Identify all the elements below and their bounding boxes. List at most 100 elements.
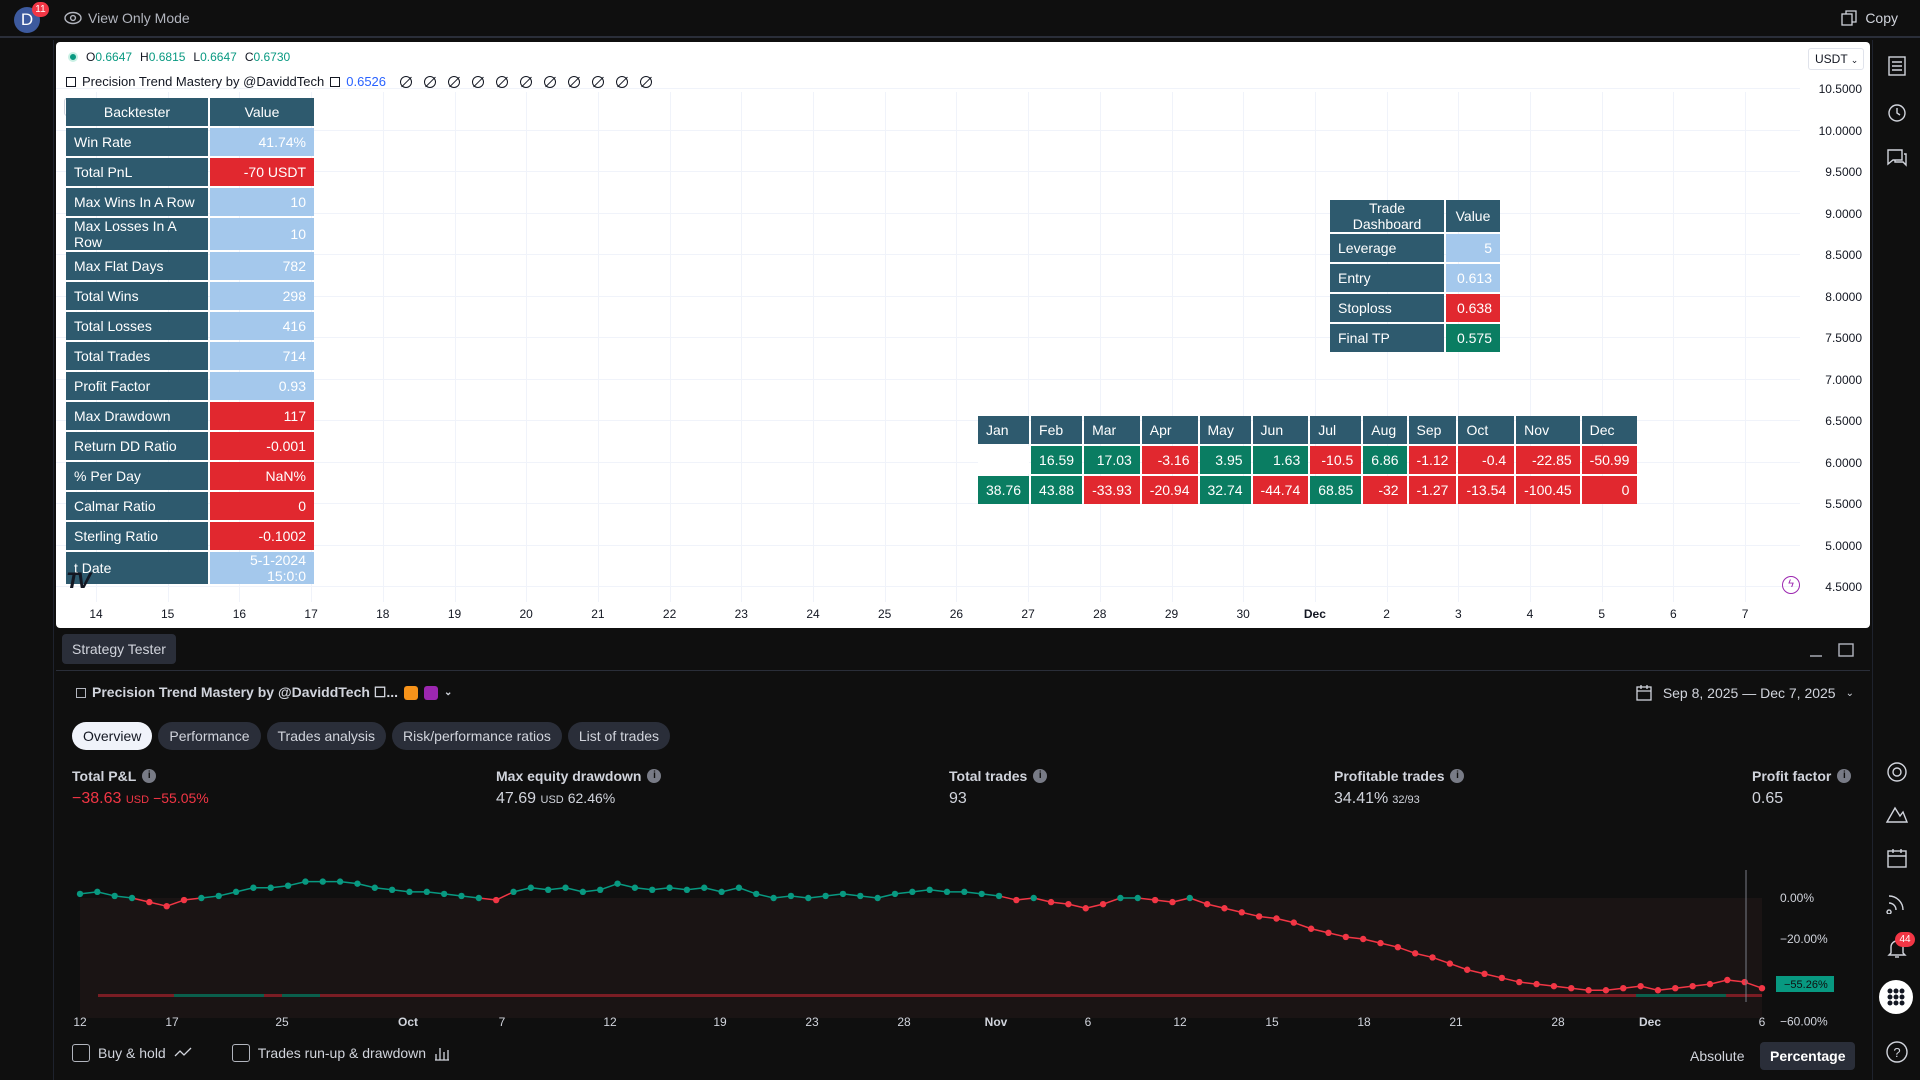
- equity-point: [406, 888, 413, 896]
- buy-hold-label: Buy & hold: [98, 1045, 166, 1061]
- indicator-checkbox[interactable]: [66, 76, 76, 87]
- metric-total-trades: Total trades i 93: [949, 768, 1048, 808]
- absolute-button[interactable]: Absolute: [1690, 1048, 1745, 1064]
- row-label: Total PnL: [66, 158, 208, 186]
- strategy-tester-tab[interactable]: Strategy Tester: [62, 634, 176, 664]
- apps-grid-button[interactable]: [1879, 980, 1913, 1014]
- chevron-down-icon[interactable]: ⌄: [444, 687, 453, 698]
- table-row: Final TP 0.575: [1330, 324, 1500, 352]
- strategy-selector[interactable]: Precision Trend Mastery by @DaviddTech ☐…: [76, 684, 452, 701]
- equity-x-label: 19: [713, 1015, 727, 1029]
- alert-badge: 44: [1895, 932, 1915, 947]
- copy-button[interactable]: Copy: [1841, 10, 1898, 26]
- grid-icon: [1887, 988, 1905, 1006]
- view-only-mode[interactable]: View Only Mode: [64, 10, 190, 26]
- equity-chart[interactable]: 0.00%−20.00%−40.00%−60.00%−55.26%121725O…: [56, 830, 1870, 1030]
- month-value: 16.59: [1031, 446, 1083, 474]
- time-tick-label: 22: [662, 607, 677, 621]
- row-label: Max Wins In A Row: [66, 188, 208, 216]
- equity-last-tag: [1776, 976, 1834, 992]
- tab-list-of-trades[interactable]: List of trades: [567, 722, 671, 750]
- month-value: -50.99: [1581, 446, 1638, 474]
- info-icon[interactable]: i: [647, 769, 662, 783]
- runup-drawdown-checkbox[interactable]: [231, 1044, 250, 1062]
- strategy-calendar-icon[interactable]: [424, 685, 439, 700]
- metric-title-text: Max equity drawdown: [496, 768, 642, 784]
- indicator-legend[interactable]: Precision Trend Mastery by @DaviddTech 0…: [66, 74, 653, 89]
- help-icon[interactable]: ?: [1885, 1040, 1909, 1064]
- strategy-settings-icon[interactable]: [404, 685, 419, 700]
- equity-x-label: Nov: [985, 1015, 1008, 1029]
- buy-hold-checkbox[interactable]: [72, 1044, 90, 1062]
- row-value: 0.613: [1446, 264, 1500, 292]
- equity-point: [926, 886, 933, 893]
- metric-main-value: −38.63: [72, 790, 122, 807]
- tab-trades-analysis[interactable]: Trades analysis: [266, 722, 387, 750]
- table-row: % Per Day NaN%: [66, 462, 314, 490]
- calendar-icon[interactable]: [1885, 846, 1909, 870]
- price-axis[interactable]: 10.5000 10.0000 9.5000 9.0000 8.5000 8.0000 7.…: [1806, 42, 1870, 628]
- minimize-icon[interactable]: [1808, 642, 1824, 658]
- time-tick-label: 27: [1021, 607, 1035, 621]
- mountain-icon[interactable]: [1885, 802, 1909, 826]
- row-label: Leverage: [1330, 234, 1444, 262]
- indicator-checkbox-2[interactable]: [330, 76, 341, 87]
- target-icon[interactable]: [1885, 760, 1909, 784]
- equity-x-label: 28: [1551, 1015, 1565, 1029]
- info-icon[interactable]: i: [1450, 769, 1465, 783]
- chat-icon[interactable]: [1885, 146, 1909, 170]
- equity-point: [961, 888, 968, 896]
- price-chart[interactable]: O0.6647 H0.6815 L0.6647 C0.6730 Precisio…: [56, 42, 1870, 628]
- equity-point: [1099, 900, 1107, 908]
- price-tick-label: 7.0000: [1825, 372, 1862, 387]
- equity-point: [336, 878, 344, 885]
- grid-line-h: [56, 544, 1800, 546]
- high-value: 0.6815: [148, 50, 186, 64]
- maximize-icon[interactable]: [1838, 642, 1854, 658]
- equity-point: [458, 892, 465, 900]
- tab-risk-performance-ratios[interactable]: Risk/performance ratios: [392, 722, 562, 750]
- currency-select[interactable]: USDT ⌄: [1808, 48, 1864, 70]
- month-header-row: Jan Feb Mar Apr May Jun Jul Aug Sep Oct Nov Dec: [978, 416, 1638, 444]
- equity-point: [302, 878, 309, 885]
- strategy-checkbox[interactable]: [76, 687, 86, 698]
- alarm-clock-icon[interactable]: [1885, 100, 1909, 124]
- percentage-button[interactable]: Percentage: [1760, 1042, 1856, 1070]
- header-label: Trade Dashboard: [1330, 200, 1444, 232]
- time-tick-label: 24: [806, 607, 820, 621]
- info-icon[interactable]: i: [1033, 769, 1048, 783]
- equity-point: [1342, 933, 1350, 941]
- watchlist-icon[interactable]: [1885, 54, 1909, 78]
- equity-point: [805, 894, 812, 902]
- tab-overview[interactable]: Overview: [72, 722, 153, 750]
- equity-x-label: 23: [805, 1015, 819, 1029]
- row-value: -0.001: [210, 432, 314, 460]
- time-tick-label: 29: [1164, 607, 1179, 621]
- table-row: Max Flat Days 782: [66, 252, 314, 280]
- time-tick-label: 23: [734, 607, 748, 621]
- header-label: Backtester: [66, 98, 208, 126]
- equity-point: [1290, 919, 1298, 926]
- info-icon[interactable]: i: [1837, 769, 1852, 783]
- tab-performance[interactable]: Performance: [158, 722, 261, 750]
- equity-x-label: 18: [1357, 1015, 1371, 1029]
- price-tick-label: 8.0000: [1825, 289, 1862, 304]
- info-icon[interactable]: i: [142, 769, 157, 783]
- lightning-icon[interactable]: ϟ: [1782, 576, 1800, 594]
- equity-x-label: Oct: [398, 1015, 418, 1029]
- date-range-selector[interactable]: Sep 8, 2025 — Dec 7, 2025 ⌄: [1635, 684, 1854, 702]
- equity-point: [1741, 978, 1748, 986]
- month-value: [978, 446, 1030, 474]
- table-row: Total Wins 298: [66, 282, 314, 310]
- svg-text:?: ?: [1893, 1045, 1900, 1060]
- time-tick-label: 14: [89, 607, 103, 621]
- row-value: 0.575: [1446, 324, 1500, 352]
- equity-point: [267, 884, 274, 891]
- equity-point: [822, 892, 829, 900]
- broadcast-icon[interactable]: [1885, 890, 1909, 914]
- month-header: Jun: [1252, 416, 1309, 444]
- grid-line-v: [813, 92, 814, 602]
- month-header: Jan: [978, 416, 1030, 444]
- equity-point: [198, 894, 205, 902]
- month-values-row: 38.76 43.88 -33.93 -20.94 32.74 -44.74 68.85 -3…: [978, 476, 1638, 504]
